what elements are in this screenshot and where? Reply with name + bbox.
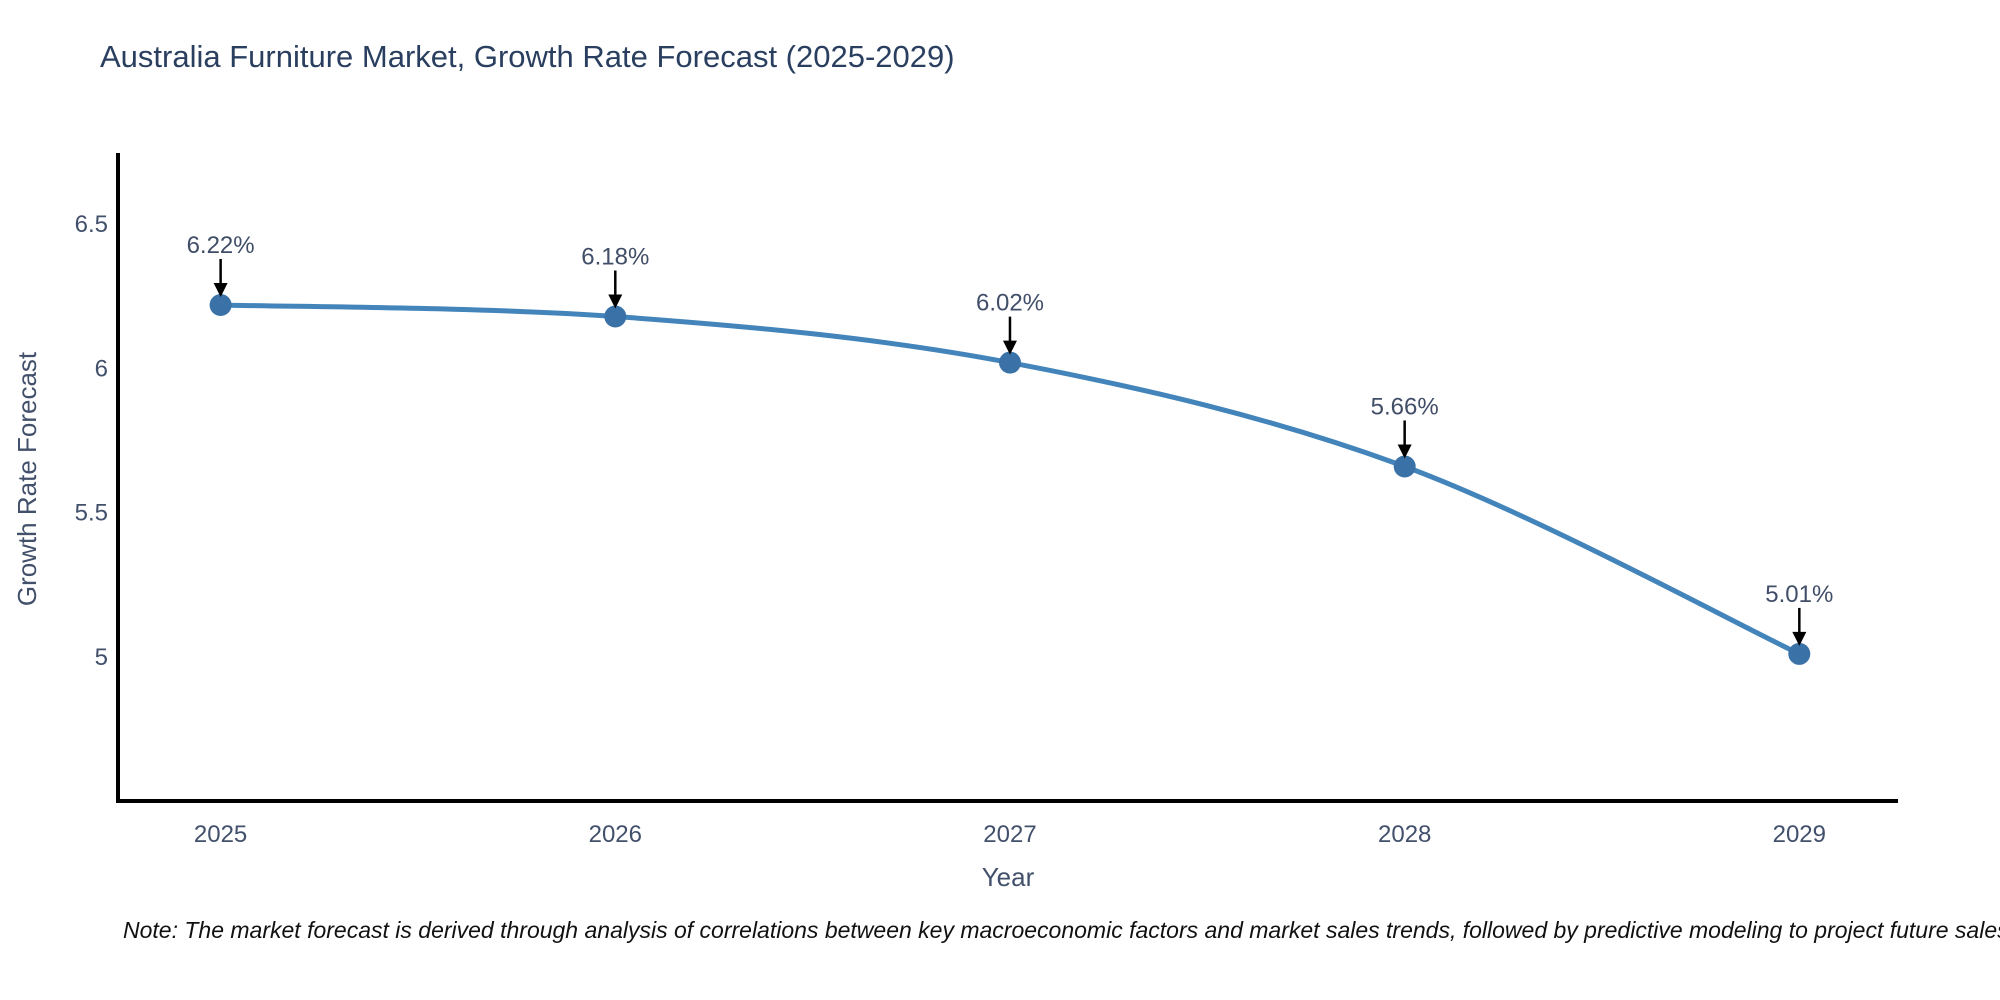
annotation-arrowhead (1002, 340, 1017, 355)
data-point-2025 (209, 294, 232, 316)
point-annotation-label-2027: 6.02% (976, 290, 1044, 317)
x-tick-label: 2028 (1378, 821, 1431, 848)
annotation-arrowhead (608, 294, 623, 309)
footnote: Note: The market forecast is derived thr… (123, 917, 2000, 943)
x-tick-label: 2027 (983, 821, 1036, 848)
point-annotation-label-2025: 6.22% (187, 232, 255, 259)
point-annotation-label-2029: 5.01% (1765, 581, 1833, 608)
x-axis-title: Year (981, 862, 1035, 892)
data-point-2027 (999, 351, 1021, 374)
y-tick-label: 5.5 (75, 500, 108, 527)
point-annotation-label-2028: 5.66% (1371, 394, 1439, 421)
chart-title: Australia Furniture Market, Growth Rate … (100, 39, 955, 74)
data-point-2026 (604, 305, 627, 328)
x-tick-label: 2026 (589, 821, 642, 848)
y-tick-label: 6 (95, 355, 108, 382)
annotation-arrowhead (213, 282, 228, 297)
data-point-2028 (1393, 455, 1416, 478)
data-point-2029 (1788, 642, 1811, 665)
annotation-arrowhead (1792, 631, 1807, 646)
y-tick-label: 6.5 (75, 211, 108, 238)
x-tick-label: 2025 (194, 821, 247, 848)
y-tick-label: 5 (95, 644, 108, 671)
point-annotation-label-2026: 6.18% (581, 244, 649, 271)
annotation-arrowhead (1397, 444, 1412, 459)
x-tick-label: 2029 (1773, 821, 1826, 848)
